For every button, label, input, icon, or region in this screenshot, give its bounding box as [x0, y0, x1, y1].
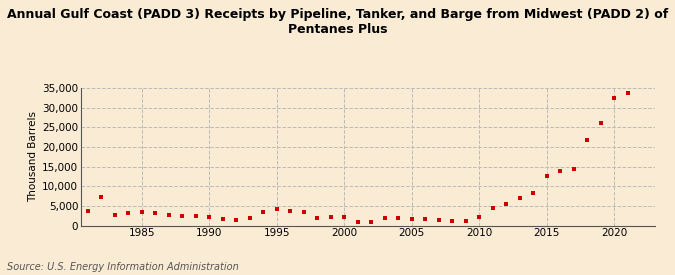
Point: [82, 208, 93, 213]
Point: [568, 166, 579, 171]
Point: [123, 211, 134, 215]
Point: [352, 219, 363, 224]
Point: [177, 213, 188, 218]
Point: [393, 216, 404, 221]
Point: [528, 191, 539, 196]
Point: [258, 210, 269, 214]
Point: [420, 217, 431, 221]
Point: [150, 211, 161, 215]
Point: [325, 215, 336, 219]
Point: [501, 201, 512, 206]
Point: [474, 215, 485, 219]
Point: [595, 121, 606, 126]
Point: [109, 212, 120, 217]
Point: [406, 217, 417, 221]
Point: [298, 210, 309, 214]
Point: [285, 208, 296, 213]
Point: [555, 168, 566, 173]
Point: [609, 96, 620, 100]
Point: [622, 90, 633, 95]
Y-axis label: Thousand Barrels: Thousand Barrels: [28, 111, 38, 202]
Point: [271, 207, 282, 211]
Point: [582, 138, 593, 142]
Point: [460, 219, 471, 223]
Point: [379, 215, 390, 220]
Point: [514, 196, 525, 200]
Point: [163, 212, 174, 217]
Point: [231, 218, 242, 222]
Point: [244, 215, 255, 220]
Text: Source: U.S. Energy Information Administration: Source: U.S. Energy Information Administ…: [7, 262, 238, 272]
Point: [433, 218, 444, 222]
Point: [487, 206, 498, 210]
Point: [204, 215, 215, 219]
Point: [339, 215, 350, 219]
Point: [366, 220, 377, 224]
Point: [136, 210, 147, 214]
Point: [96, 195, 107, 199]
Point: [447, 219, 458, 223]
Text: Annual Gulf Coast (PADD 3) Receipts by Pipeline, Tanker, and Barge from Midwest : Annual Gulf Coast (PADD 3) Receipts by P…: [7, 8, 668, 36]
Point: [217, 217, 228, 221]
Point: [190, 214, 201, 218]
Point: [541, 174, 552, 178]
Point: [312, 215, 323, 220]
